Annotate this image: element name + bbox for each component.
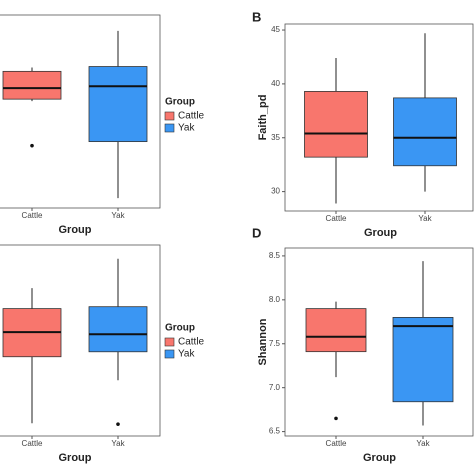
legend-label: Yak [178, 123, 195, 134]
y-tick-label: 40 [271, 79, 280, 88]
box [304, 91, 368, 158]
plot-frame [0, 14, 161, 209]
y-tick-label: 6.5 [269, 427, 281, 436]
x-tick-label: Cattle [326, 439, 347, 448]
x-tick-label: Cattle [326, 214, 347, 223]
plot-frame [284, 247, 474, 437]
box [393, 97, 457, 167]
outlier [30, 143, 34, 148]
box [88, 66, 148, 143]
y-tick-label: 7.5 [269, 339, 281, 348]
x-axis-title: Group [59, 224, 92, 236]
x-tick-label: Cattle [22, 211, 43, 220]
y-tick-label: 8.5 [269, 251, 281, 260]
x-tick-label: Yak [416, 439, 430, 448]
y-tick-label: 30 [271, 187, 280, 196]
legend-swatch [164, 111, 175, 121]
x-tick-label: Yak [111, 439, 125, 448]
x-tick-label: Yak [111, 211, 125, 220]
box [305, 308, 367, 353]
x-axis-title: Group [364, 227, 397, 239]
y-tick-label: 35 [271, 133, 280, 142]
legend-title: Group [165, 323, 195, 334]
outlier [116, 422, 120, 426]
y-axis-title: Shannon [257, 318, 269, 365]
y-tick-label: 45 [271, 25, 280, 34]
legend-title: Group [165, 97, 195, 108]
x-tick-label: Yak [418, 214, 432, 223]
legend-label: Cattle [178, 111, 205, 122]
y-tick-label: 7.0 [269, 383, 281, 392]
box [88, 306, 148, 353]
legend-label: Yak [178, 349, 195, 360]
y-axis-title: Faith_pd [257, 95, 269, 141]
x-tick-label: Cattle [22, 439, 43, 448]
plot-frame [0, 244, 161, 437]
panel-label: D [252, 225, 261, 240]
y-tick-label: 8.0 [269, 295, 281, 304]
box [2, 70, 62, 100]
legend-label: Cattle [178, 337, 205, 348]
legend-swatch [164, 337, 175, 347]
box [392, 317, 454, 403]
panel-label: B [252, 9, 261, 24]
legend-swatch [164, 349, 175, 359]
legend-swatch [164, 123, 175, 133]
plot-frame [284, 23, 474, 212]
x-axis-title: Group [363, 452, 396, 464]
x-axis-title: Group [59, 452, 92, 464]
outlier [334, 416, 338, 421]
